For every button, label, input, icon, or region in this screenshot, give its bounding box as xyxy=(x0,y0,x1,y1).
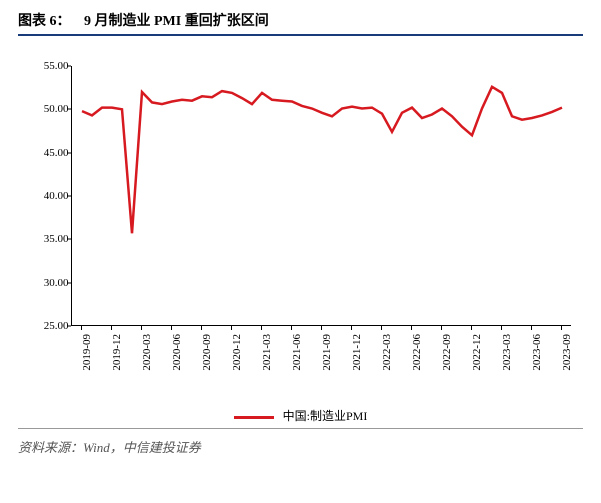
y-tick-label: 30.00 xyxy=(21,277,69,289)
x-tick-mark xyxy=(411,326,412,330)
y-tick-label: 35.00 xyxy=(21,233,69,245)
y-tick-label: 50.00 xyxy=(21,103,69,115)
x-tick-mark xyxy=(351,326,352,330)
x-tick-mark xyxy=(141,326,142,330)
legend-label: 中国:制造业PMI xyxy=(283,409,368,423)
title-underline xyxy=(18,34,583,36)
x-tick-mark xyxy=(561,326,562,330)
y-tick-label: 55.00 xyxy=(21,60,69,72)
x-tick-mark xyxy=(201,326,202,330)
source-text: 资料来源：Wind，中信建投证券 xyxy=(18,437,583,456)
x-tick-mark xyxy=(291,326,292,330)
x-tick-label: 2020-06 xyxy=(171,334,183,371)
x-tick-label: 2023-03 xyxy=(501,334,513,371)
y-tick-label: 25.00 xyxy=(21,320,69,332)
pmi-line xyxy=(82,87,562,234)
x-tick-label: 2022-09 xyxy=(441,334,453,371)
x-tick-mark xyxy=(81,326,82,330)
title-text: 9 月制造业 PMI 重回扩张区间 xyxy=(84,14,269,29)
x-tick-mark xyxy=(501,326,502,330)
x-tick-label: 2022-06 xyxy=(411,334,423,371)
x-tick-mark xyxy=(261,326,262,330)
x-tick-label: 2021-06 xyxy=(291,334,303,371)
plot-area xyxy=(71,66,571,326)
x-tick-mark xyxy=(231,326,232,330)
x-tick-label: 2019-09 xyxy=(81,334,93,371)
y-tick-label: 45.00 xyxy=(21,147,69,159)
chart-title: 图表 6： 9 月制造业 PMI 重回扩张区间 xyxy=(18,10,583,30)
x-tick-label: 2021-09 xyxy=(321,334,333,371)
x-tick-mark xyxy=(381,326,382,330)
x-tick-label: 2020-12 xyxy=(231,334,243,371)
y-tick-label: 40.00 xyxy=(21,190,69,202)
legend-swatch xyxy=(234,416,274,419)
legend: 中国:制造业PMI xyxy=(21,407,581,424)
x-tick-mark xyxy=(321,326,322,330)
x-tick-label: 2023-06 xyxy=(531,334,543,371)
x-tick-label: 2019-12 xyxy=(111,334,123,371)
x-tick-mark xyxy=(471,326,472,330)
x-tick-mark xyxy=(111,326,112,330)
x-tick-label: 2022-12 xyxy=(471,334,483,371)
x-tick-mark xyxy=(531,326,532,330)
x-tick-label: 2020-09 xyxy=(201,334,213,371)
line-chart-svg xyxy=(72,66,572,326)
x-tick-label: 2023-09 xyxy=(561,334,573,371)
x-tick-label: 2020-03 xyxy=(141,334,153,371)
chart-area: 25.00 30.00 35.00 40.00 45.00 50.00 55.00 2019… xyxy=(21,56,581,406)
x-tick-label: 2022-03 xyxy=(381,334,393,371)
bottom-rule xyxy=(18,428,583,429)
x-tick-mark xyxy=(441,326,442,330)
x-tick-label: 2021-12 xyxy=(351,334,363,371)
x-tick-mark xyxy=(171,326,172,330)
title-prefix: 图表 6： xyxy=(18,14,71,29)
x-tick-label: 2021-03 xyxy=(261,334,273,371)
